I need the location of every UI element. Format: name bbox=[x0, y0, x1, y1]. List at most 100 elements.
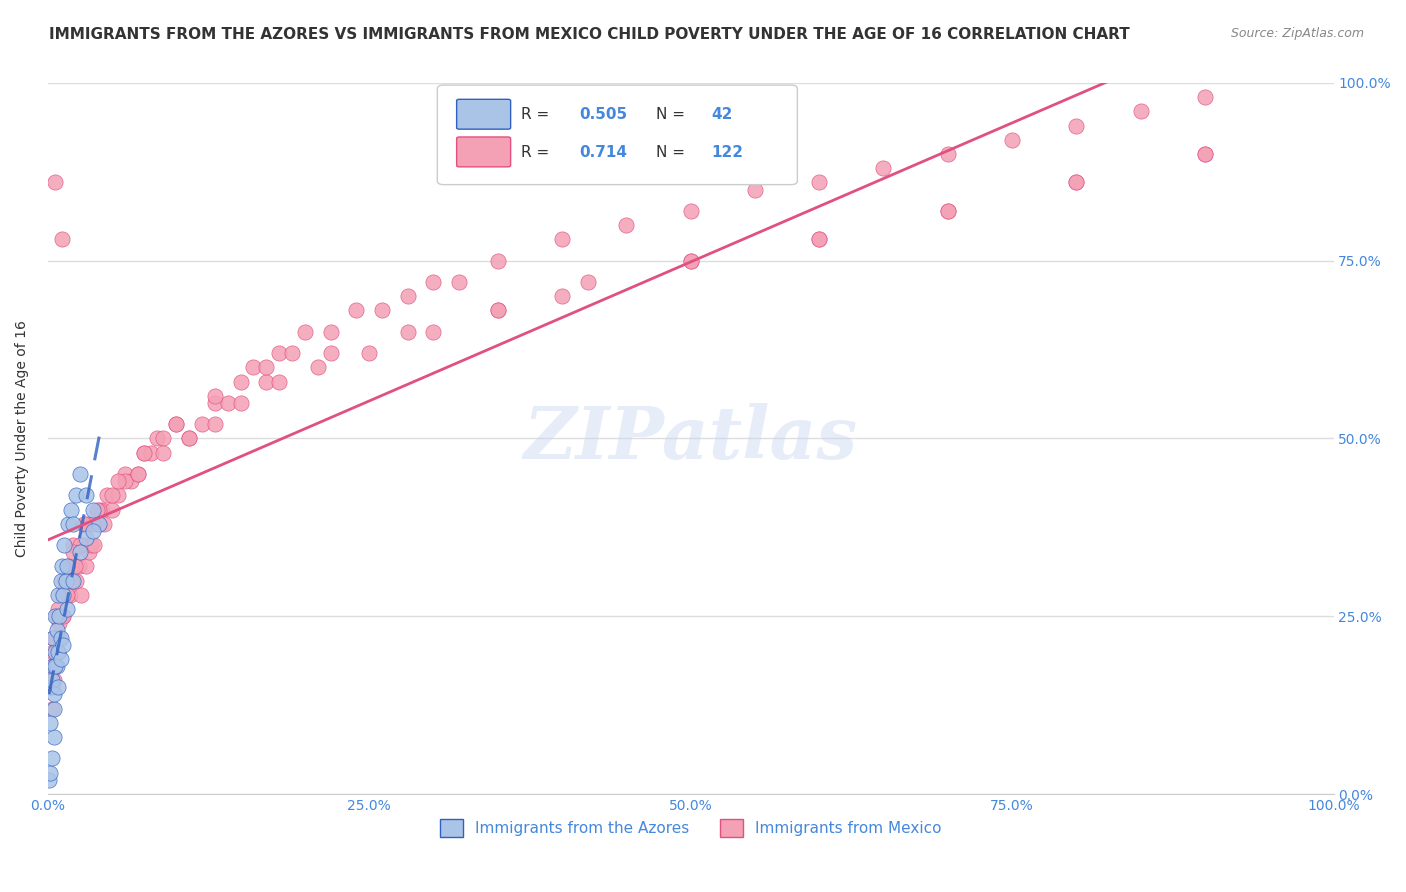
Point bbox=[114, 474, 136, 488]
Point bbox=[242, 360, 264, 375]
Point bbox=[46, 645, 69, 659]
Point bbox=[281, 346, 304, 360]
Text: 0.714: 0.714 bbox=[579, 145, 627, 161]
FancyBboxPatch shape bbox=[457, 137, 510, 167]
Point bbox=[75, 531, 97, 545]
Point bbox=[307, 360, 329, 375]
Point bbox=[449, 275, 471, 289]
Point bbox=[486, 303, 509, 318]
Point bbox=[44, 673, 66, 688]
Point bbox=[48, 616, 70, 631]
Point bbox=[486, 253, 509, 268]
Point bbox=[134, 446, 156, 460]
Point bbox=[46, 588, 69, 602]
Point bbox=[55, 588, 77, 602]
Point bbox=[319, 346, 342, 360]
Point bbox=[1194, 147, 1216, 161]
Point bbox=[58, 559, 80, 574]
Text: IMMIGRANTS FROM THE AZORES VS IMMIGRANTS FROM MEXICO CHILD POVERTY UNDER THE AGE: IMMIGRANTS FROM THE AZORES VS IMMIGRANTS… bbox=[49, 27, 1130, 42]
Point bbox=[52, 588, 75, 602]
Point bbox=[49, 631, 72, 645]
Text: N =: N = bbox=[657, 107, 690, 121]
Point bbox=[69, 538, 91, 552]
Point bbox=[41, 701, 63, 715]
Point bbox=[77, 545, 100, 559]
Text: ZIPatlas: ZIPatlas bbox=[523, 403, 858, 474]
Point bbox=[614, 218, 637, 232]
Point bbox=[872, 161, 894, 176]
Point bbox=[82, 524, 104, 538]
Point bbox=[134, 446, 156, 460]
Point bbox=[45, 624, 67, 638]
Point bbox=[808, 232, 831, 246]
Point bbox=[269, 346, 291, 360]
Point bbox=[59, 588, 82, 602]
Point bbox=[44, 659, 66, 673]
Point bbox=[396, 325, 419, 339]
Point bbox=[52, 609, 75, 624]
Point bbox=[936, 203, 959, 218]
Point bbox=[89, 502, 111, 516]
Point bbox=[44, 645, 66, 659]
Point bbox=[44, 688, 66, 702]
Point bbox=[44, 701, 66, 715]
Point bbox=[42, 659, 65, 673]
Point bbox=[75, 488, 97, 502]
Point bbox=[107, 474, 129, 488]
Point bbox=[39, 681, 62, 695]
Point bbox=[1001, 133, 1024, 147]
Point bbox=[42, 631, 65, 645]
Point bbox=[86, 502, 108, 516]
Point bbox=[51, 232, 73, 246]
Point bbox=[1129, 104, 1152, 119]
FancyBboxPatch shape bbox=[457, 99, 510, 129]
Point bbox=[808, 232, 831, 246]
Point bbox=[69, 467, 91, 481]
Point bbox=[744, 183, 766, 197]
Point bbox=[51, 588, 73, 602]
Point bbox=[344, 303, 367, 318]
Point bbox=[70, 588, 93, 602]
Point bbox=[165, 417, 187, 432]
Point bbox=[59, 574, 82, 588]
Point bbox=[371, 303, 394, 318]
Point bbox=[576, 275, 599, 289]
Point bbox=[254, 375, 277, 389]
Point bbox=[1194, 90, 1216, 104]
Text: Source: ZipAtlas.com: Source: ZipAtlas.com bbox=[1230, 27, 1364, 40]
Point bbox=[38, 772, 60, 787]
Point bbox=[46, 602, 69, 616]
Text: 0.505: 0.505 bbox=[579, 107, 627, 121]
Point bbox=[204, 396, 226, 410]
Point bbox=[107, 488, 129, 502]
Point bbox=[114, 467, 136, 481]
Point bbox=[90, 502, 112, 516]
Point bbox=[679, 253, 702, 268]
Point bbox=[75, 559, 97, 574]
Point bbox=[55, 574, 77, 588]
Point bbox=[41, 659, 63, 673]
Point bbox=[83, 538, 105, 552]
Point bbox=[42, 645, 65, 659]
Point bbox=[73, 538, 96, 552]
Point bbox=[204, 389, 226, 403]
Point bbox=[69, 545, 91, 559]
Point bbox=[486, 303, 509, 318]
Y-axis label: Child Poverty Under the Age of 16: Child Poverty Under the Age of 16 bbox=[15, 320, 30, 557]
Point bbox=[41, 673, 63, 688]
Point bbox=[45, 609, 67, 624]
Point bbox=[39, 765, 62, 780]
Point bbox=[191, 417, 214, 432]
Point bbox=[41, 681, 63, 695]
Point bbox=[65, 574, 87, 588]
Point bbox=[52, 609, 75, 624]
Point bbox=[269, 375, 291, 389]
Point bbox=[44, 730, 66, 744]
Point bbox=[422, 275, 444, 289]
Point bbox=[936, 203, 959, 218]
Point bbox=[359, 346, 381, 360]
Point bbox=[679, 253, 702, 268]
Text: R =: R = bbox=[520, 145, 554, 161]
Point bbox=[56, 574, 79, 588]
Point bbox=[127, 467, 149, 481]
